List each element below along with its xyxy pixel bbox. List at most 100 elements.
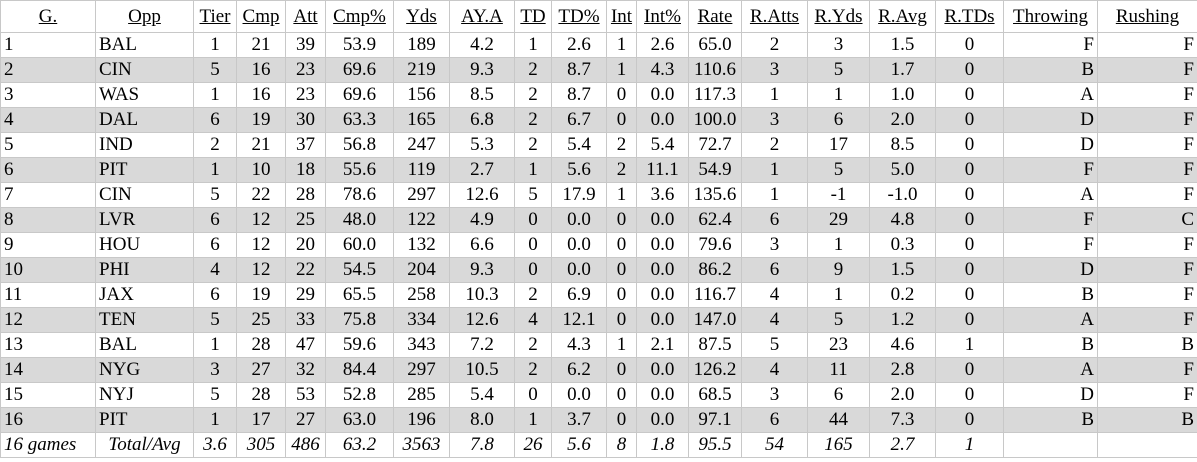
cell-r-avg: 5.0 [869, 157, 936, 183]
cell-cmp-pct: 48.0 [325, 207, 394, 233]
cell-td-pct: 6.9 [551, 282, 607, 308]
col-header-td: TD [514, 0, 552, 33]
table-row: 2 CIN 5 16 23 69.6 219 9.3 2 8.7 1 4.3 110.6 3 5 1.7 0 B F [0, 57, 1197, 83]
cell-rate: 87.5 [688, 332, 742, 358]
cell-game: 1 [0, 32, 96, 58]
cell-cmp: 16 [236, 82, 286, 108]
cell-game: 3 [0, 82, 96, 108]
cell-int-pct: 0.0 [636, 207, 689, 233]
cell-rate: 147.0 [688, 307, 742, 333]
cell-yds: 247 [393, 132, 450, 158]
cell-td: 1 [514, 32, 552, 58]
cell-r-tds: 1 [935, 332, 1004, 358]
cell-r-yds: 1 [807, 232, 870, 258]
cell-r-avg: 4.8 [869, 207, 936, 233]
cell-att: 39 [285, 32, 326, 58]
cell-tier: 1 [193, 157, 237, 183]
cell-r-avg: 4.6 [869, 332, 936, 358]
cell-r-tds: 0 [935, 282, 1004, 308]
cell-cmp-pct: 60.0 [325, 232, 394, 258]
cell-opp: PIT [95, 157, 194, 183]
cell-int: 0 [606, 382, 637, 408]
cell-r-yds: 3 [807, 32, 870, 58]
cell-int-pct: 0.0 [636, 282, 689, 308]
totals-r-avg: 2.7 [869, 432, 936, 458]
cell-td: 2 [514, 332, 552, 358]
cell-cmp: 12 [236, 232, 286, 258]
col-header-att: Att [285, 0, 326, 33]
cell-throwing: F [1003, 157, 1098, 183]
cell-r-atts: 2 [741, 132, 808, 158]
cell-yds: 119 [393, 157, 450, 183]
totals-aya: 7.8 [449, 432, 515, 458]
cell-att: 25 [285, 207, 326, 233]
cell-td-pct: 0.0 [551, 207, 607, 233]
cell-r-atts: 6 [741, 257, 808, 283]
col-header-r-atts: R.Atts [741, 0, 808, 33]
cell-yds: 189 [393, 32, 450, 58]
cell-r-atts: 4 [741, 282, 808, 308]
cell-td-pct: 2.6 [551, 32, 607, 58]
cell-opp: JAX [95, 282, 194, 308]
cell-aya: 7.2 [449, 332, 515, 358]
cell-int-pct: 2.1 [636, 332, 689, 358]
cell-r-avg: 1.0 [869, 82, 936, 108]
cell-throwing: A [1003, 307, 1098, 333]
cell-td-pct: 0.0 [551, 382, 607, 408]
cell-r-tds: 0 [935, 32, 1004, 58]
cell-throwing: D [1003, 382, 1098, 408]
cell-int: 2 [606, 132, 637, 158]
col-header-rate: Rate [688, 0, 742, 33]
cell-rushing: F [1097, 57, 1197, 83]
cell-yds: 219 [393, 57, 450, 83]
table-row: 16 PIT 1 17 27 63.0 196 8.0 1 3.7 0 0.0 97.1 6 44 7.3 0 B… [0, 407, 1197, 433]
table-row: 6 PIT 1 10 18 55.6 119 2.7 1 5.6 2 11.1 54.9 1 5 5.0 0 F F [0, 157, 1197, 183]
col-header-throwing: Throwing [1003, 0, 1098, 33]
cell-r-tds: 0 [935, 182, 1004, 208]
col-header-aya: AY.A [449, 0, 515, 33]
cell-r-avg: 1.5 [869, 257, 936, 283]
col-header-r-avg: R.Avg [869, 0, 936, 33]
cell-opp: BAL [95, 32, 194, 58]
cell-td: 2 [514, 282, 552, 308]
cell-rate: 126.2 [688, 357, 742, 383]
cell-int: 0 [606, 407, 637, 433]
cell-td: 2 [514, 57, 552, 83]
cell-r-atts: 6 [741, 207, 808, 233]
cell-rate: 110.6 [688, 57, 742, 83]
cell-opp: WAS [95, 82, 194, 108]
cell-r-yds: 5 [807, 307, 870, 333]
totals-throwing [1003, 432, 1098, 458]
cell-r-atts: 4 [741, 307, 808, 333]
cell-opp: NYG [95, 357, 194, 383]
cell-throwing: F [1003, 207, 1098, 233]
cell-aya: 10.5 [449, 357, 515, 383]
cell-tier: 1 [193, 332, 237, 358]
cell-tier: 1 [193, 407, 237, 433]
cell-td: 2 [514, 82, 552, 108]
cell-opp: LVR [95, 207, 194, 233]
cell-r-tds: 0 [935, 82, 1004, 108]
table-row: 8 LVR 6 12 25 48.0 122 4.9 0 0.0 0 0.0 62.4 6 29 4.8 0 F C [0, 207, 1197, 233]
cell-yds: 285 [393, 382, 450, 408]
cell-cmp: 12 [236, 207, 286, 233]
cell-int: 0 [606, 107, 637, 133]
totals-r-tds: 1 [935, 432, 1004, 458]
table-row: 15 NYJ 5 28 53 52.8 285 5.4 0 0.0 0 0.0 68.5 3 6 2.0 0 D F [0, 382, 1197, 408]
cell-cmp: 10 [236, 157, 286, 183]
cell-td-pct: 5.6 [551, 157, 607, 183]
table-row: 9 HOU 6 12 20 60.0 132 6.6 0 0.0 0 0.0 79.6 3 1 0.3 0 F F [0, 232, 1197, 258]
totals-td-pct: 5.6 [551, 432, 607, 458]
cell-cmp-pct: 65.5 [325, 282, 394, 308]
cell-cmp: 28 [236, 332, 286, 358]
table-row: 4 DAL 6 19 30 63.3 165 6.8 2 6.7 0 0.0 100.0 3 6 2.0 0 D F [0, 107, 1197, 133]
cell-rushing: F [1097, 357, 1197, 383]
cell-rushing: F [1097, 282, 1197, 308]
cell-td: 0 [514, 382, 552, 408]
cell-rushing: C [1097, 207, 1197, 233]
cell-game: 8 [0, 207, 96, 233]
cell-r-atts: 4 [741, 357, 808, 383]
col-header-td-pct: TD% [551, 0, 607, 33]
cell-tier: 6 [193, 107, 237, 133]
